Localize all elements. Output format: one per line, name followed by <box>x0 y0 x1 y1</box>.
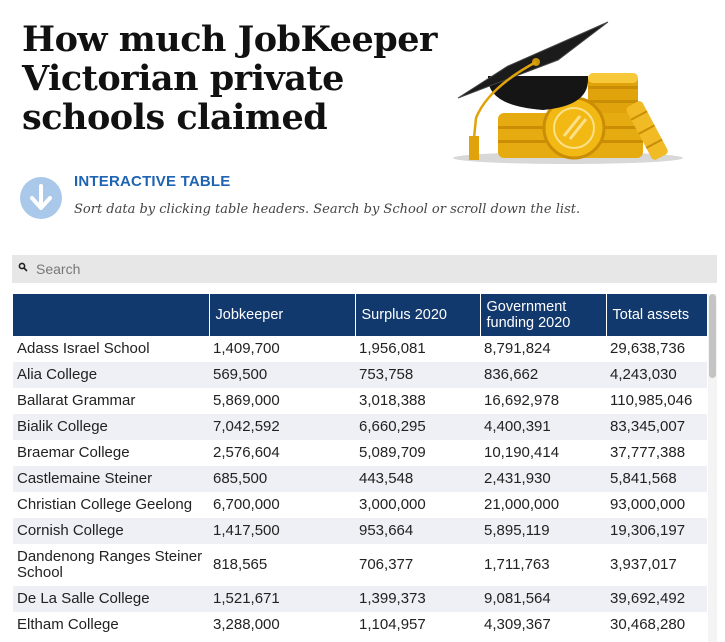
cell-total-assets: 5,841,568 <box>606 466 707 492</box>
search-bar <box>12 255 717 283</box>
cell-total-assets: 29,638,736 <box>610 340 686 357</box>
cell-government-funding: 21,000,000 <box>484 496 560 513</box>
cell-school: Alia College <box>13 362 209 388</box>
cell-government-funding: 2,431,930 <box>480 466 606 492</box>
cell-surplus: 3,018,388 <box>359 392 426 409</box>
cell-surplus: 6,660,295 <box>355 414 480 440</box>
title-line: schools claimed <box>22 97 328 138</box>
instructions-text: Sort data by clicking table headers. Sea… <box>74 202 581 217</box>
cell-government-funding: 4,400,391 <box>480 414 606 440</box>
search-input[interactable] <box>36 255 706 283</box>
table-header-row: Jobkeeper Surplus 2020 Government fundin… <box>13 294 707 336</box>
cell-surplus: 5,089,709 <box>359 444 426 461</box>
table-row: Castlemaine Steiner 685,500 443,548 2,43… <box>13 466 707 492</box>
cell-school: Dandenong Ranges Steiner School <box>17 548 203 581</box>
cell-school: Bialik College <box>13 414 209 440</box>
cell-government-funding: 9,081,564 <box>480 586 606 612</box>
cell-total-assets: 93,000,000 <box>610 496 686 513</box>
cell-total-assets: 110,985,046 <box>610 392 693 409</box>
column-header-school[interactable] <box>13 294 209 336</box>
cell-total-assets: 3,937,017 <box>610 556 677 573</box>
cell-total-assets: 19,306,197 <box>606 518 707 544</box>
table-scrollbar[interactable] <box>708 294 717 642</box>
cell-school: Eltham College <box>17 616 119 633</box>
table-scrollbar-thumb[interactable] <box>709 294 716 378</box>
cell-jobkeeper: 7,042,592 <box>209 414 355 440</box>
table-row: De La Salle College 1,521,671 1,399,373 … <box>13 586 707 612</box>
table-row: Braemar College 2,576,604 5,089,709 10,1… <box>13 440 707 466</box>
cell-jobkeeper: 5,869,000 <box>213 392 280 409</box>
table-row: Alia College 569,500 753,758 836,662 4,2… <box>13 362 707 388</box>
cell-school: Ballarat Grammar <box>17 392 136 409</box>
cell-jobkeeper: 3,288,000 <box>213 616 280 633</box>
cell-jobkeeper: 1,417,500 <box>209 518 355 544</box>
cell-surplus: 706,377 <box>359 556 414 573</box>
cell-surplus: 1,399,373 <box>355 586 480 612</box>
cell-school: De La Salle College <box>13 586 209 612</box>
section-title: INTERACTIVE TABLE <box>74 173 231 190</box>
cell-surplus: 443,548 <box>355 466 480 492</box>
cell-jobkeeper: 6,700,000 <box>213 496 280 513</box>
table-row: Bialik College 7,042,592 6,660,295 4,400… <box>13 414 707 440</box>
cell-jobkeeper: 569,500 <box>209 362 355 388</box>
cell-government-funding: 10,190,414 <box>484 444 560 461</box>
cell-school: Cornish College <box>13 518 209 544</box>
column-header-government-funding[interactable]: Government funding 2020 <box>479 294 606 336</box>
coin-stack <box>626 101 668 160</box>
table-row: Eltham College 3,288,000 1,104,957 4,309… <box>13 612 707 638</box>
column-header-surplus[interactable]: Surplus 2020 <box>354 294 480 336</box>
cell-government-funding: 836,662 <box>480 362 606 388</box>
cell-jobkeeper: 818,565 <box>213 556 268 573</box>
table-row: Adass Israel School 1,409,700 1,956,081 … <box>13 336 707 362</box>
graduation-cap-coins-icon <box>453 21 683 164</box>
table-row: Ballarat Grammar 5,869,000 3,018,388 16,… <box>13 388 707 414</box>
cell-government-funding: 1,711,763 <box>484 556 550 573</box>
data-table-container[interactable]: Jobkeeper Surplus 2020 Government fundin… <box>13 294 707 642</box>
column-header-total-assets[interactable]: Total assets <box>605 294 707 336</box>
cell-jobkeeper: 2,576,604 <box>213 444 280 461</box>
table-row: Dandenong Ranges Steiner School 818,565 … <box>13 544 707 586</box>
cell-total-assets: 37,777,388 <box>610 444 686 461</box>
cell-surplus: 1,956,081 <box>359 340 426 357</box>
cell-total-assets: 39,692,492 <box>606 586 707 612</box>
cell-school: Braemar College <box>17 444 130 461</box>
title-line: Victorian private <box>22 58 344 99</box>
cell-government-funding: 8,791,824 <box>484 340 551 357</box>
cell-total-assets: 4,243,030 <box>606 362 707 388</box>
search-icon <box>18 262 28 272</box>
data-table: Jobkeeper Surplus 2020 Government fundin… <box>13 294 707 638</box>
cell-school: Christian College Geelong <box>17 496 193 513</box>
table-body: Adass Israel School 1,409,700 1,956,081 … <box>13 336 707 638</box>
cell-government-funding: 5,895,119 <box>480 518 606 544</box>
cell-surplus: 753,758 <box>355 362 480 388</box>
cell-jobkeeper: 1,409,700 <box>213 340 280 357</box>
cell-total-assets: 83,345,007 <box>606 414 707 440</box>
cell-surplus: 1,104,957 <box>359 616 426 633</box>
cell-total-assets: 30,468,280 <box>610 616 686 633</box>
cell-government-funding: 4,309,367 <box>484 616 551 633</box>
cell-government-funding: 16,692,978 <box>484 392 560 409</box>
cell-jobkeeper: 1,521,671 <box>209 586 355 612</box>
cell-school: Castlemaine Steiner <box>13 466 209 492</box>
cell-school: Adass Israel School <box>17 340 150 357</box>
cell-surplus: 3,000,000 <box>359 496 426 513</box>
arrow-down-circle-icon <box>20 177 62 219</box>
page-title: How much JobKeeper Victorian private sch… <box>22 20 452 137</box>
cell-surplus: 953,664 <box>355 518 480 544</box>
cell-jobkeeper: 685,500 <box>209 466 355 492</box>
table-row: Christian College Geelong 6,700,000 3,00… <box>13 492 707 518</box>
column-header-jobkeeper[interactable]: Jobkeeper <box>208 294 355 336</box>
title-line: How much JobKeeper <box>22 19 437 60</box>
table-row: Cornish College 1,417,500 953,664 5,895,… <box>13 518 707 544</box>
